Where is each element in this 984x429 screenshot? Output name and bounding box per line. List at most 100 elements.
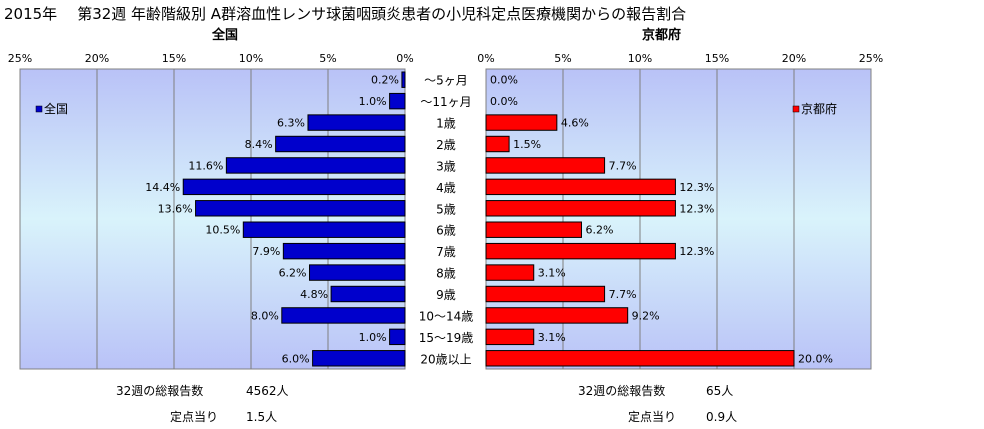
category-label: 2歳 xyxy=(436,138,456,152)
category-label: 9歳 xyxy=(436,288,456,302)
bar xyxy=(309,264,406,281)
bar xyxy=(485,114,558,131)
national-per-label: 定点当り xyxy=(170,410,219,424)
category-label: ～11ヶ月 xyxy=(420,95,471,109)
legend-label: 全国 xyxy=(44,101,68,116)
data-label: 6.0% xyxy=(282,352,310,365)
x-tick-label: 25% xyxy=(8,52,32,65)
data-label: 11.6% xyxy=(188,159,223,172)
data-label: 7.7% xyxy=(609,288,637,301)
title-text: 第32週 年齢階級別 A群溶血性レンサ球菌咽頭炎患者の小児科定点医療機関からの報… xyxy=(77,5,687,23)
bar xyxy=(485,350,795,367)
category-label: 10～14歳 xyxy=(419,309,474,323)
data-label: 4.8% xyxy=(300,288,328,301)
bar xyxy=(485,264,535,281)
data-label: 1.0% xyxy=(359,331,387,344)
bar xyxy=(182,178,406,196)
bar xyxy=(485,178,676,196)
category-label: 5歳 xyxy=(436,202,456,216)
national-total-label: 32週の総報告数 xyxy=(116,384,204,398)
bar xyxy=(485,200,676,217)
bar xyxy=(195,200,406,217)
category-labels: ～5ヶ月 ～11ヶ月 1歳 2歳 3歳 4歳 5歳 6歳 7歳 8歳 9歳 10～14歳 15～19歳 2… xyxy=(419,74,474,367)
legend-swatch xyxy=(792,105,800,113)
category-label: 6歳 xyxy=(436,224,456,238)
bar xyxy=(485,328,535,346)
national-chart-title: 全国 xyxy=(212,28,239,43)
data-label: 14.4% xyxy=(145,181,180,194)
kyoto-per-value: 0.9人 xyxy=(706,410,738,424)
bar xyxy=(485,242,676,260)
national-total-value: 4562人 xyxy=(246,384,289,398)
data-label: 6.2% xyxy=(585,224,613,237)
data-label: 13.6% xyxy=(158,202,193,215)
x-tick-label: 0% xyxy=(396,52,413,65)
data-label: 6.2% xyxy=(279,267,307,280)
data-label: 8.0% xyxy=(251,309,279,322)
x-tick-label: 25% xyxy=(859,52,883,65)
national-per-value: 1.5人 xyxy=(246,410,278,424)
category-label: 1歳 xyxy=(436,117,456,131)
bar xyxy=(401,71,406,88)
data-label: 12.3% xyxy=(679,245,714,258)
kyoto-total-value: 65人 xyxy=(706,384,734,398)
data-label: 9.2% xyxy=(632,309,660,322)
data-label: 8.4% xyxy=(245,138,273,151)
data-label: 4.6% xyxy=(561,117,589,130)
data-label: 1.0% xyxy=(359,95,387,108)
bar xyxy=(389,328,406,346)
x-tick-label: 15% xyxy=(162,52,186,65)
x-tick-label: 5% xyxy=(554,52,571,65)
bar xyxy=(281,307,406,324)
data-label: 1.5% xyxy=(513,138,541,151)
kyoto-per-label: 定点当り xyxy=(628,410,677,424)
bar xyxy=(242,221,406,238)
category-label: 20歳以上 xyxy=(420,352,471,366)
bar xyxy=(312,350,406,367)
legend-label: 京都府 xyxy=(801,101,837,116)
data-label: 12.3% xyxy=(679,202,714,215)
bar xyxy=(389,92,406,110)
legend-swatch xyxy=(35,105,43,113)
x-tick-label: 20% xyxy=(782,52,806,65)
x-tick-label: 10% xyxy=(628,52,652,65)
page-title: 2015年 第32週 年齢階級別 A群溶血性レンサ球菌咽頭炎患者の小児科定点医療機… xyxy=(4,3,686,24)
x-tick-label: 20% xyxy=(85,52,109,65)
title-year: 2015年 xyxy=(4,5,58,23)
x-tick-label: 15% xyxy=(705,52,729,65)
data-label: 0.0% xyxy=(490,74,518,87)
data-label: 0.2% xyxy=(371,74,399,87)
data-label: 20.0% xyxy=(798,352,833,365)
x-tick-label: 5% xyxy=(319,52,336,65)
data-label: 6.3% xyxy=(277,117,305,130)
bar xyxy=(282,242,406,260)
data-label: 7.7% xyxy=(609,159,637,172)
bar xyxy=(485,135,510,153)
plot-area xyxy=(19,68,406,370)
kyoto-plot: 0% 5% 10% 15% 20% 25% 0.0% 0.0% 4.6% 1.5% 7.7% 12.3… xyxy=(477,52,883,370)
x-tick-label: 10% xyxy=(239,52,263,65)
bar xyxy=(275,135,406,153)
category-label: 8歳 xyxy=(436,267,456,281)
data-label: 3.1% xyxy=(538,331,566,344)
kyoto-chart-title: 京都府 xyxy=(642,28,682,43)
bar xyxy=(485,221,582,238)
category-label: ～5ヶ月 xyxy=(424,74,468,88)
bar xyxy=(225,157,406,174)
category-label: 15～19歳 xyxy=(419,331,474,345)
national-plot: 25% 20% 15% 10% 5% 0% 0.2% 1.0% 6.3% 8.4% 11.6% 14.… xyxy=(8,52,414,370)
data-label: 3.1% xyxy=(538,267,566,280)
bar xyxy=(307,114,406,131)
category-label: 3歳 xyxy=(436,159,456,173)
data-label: 0.0% xyxy=(490,95,518,108)
x-tick-label: 0% xyxy=(477,52,494,65)
data-label: 12.3% xyxy=(679,181,714,194)
bar xyxy=(485,285,606,303)
category-label: 4歳 xyxy=(436,181,456,195)
category-label: 7歳 xyxy=(436,245,456,259)
bar xyxy=(485,307,629,324)
bar xyxy=(330,285,406,303)
data-label: 7.9% xyxy=(252,245,280,258)
kyoto-total-label: 32週の総報告数 xyxy=(578,384,666,398)
